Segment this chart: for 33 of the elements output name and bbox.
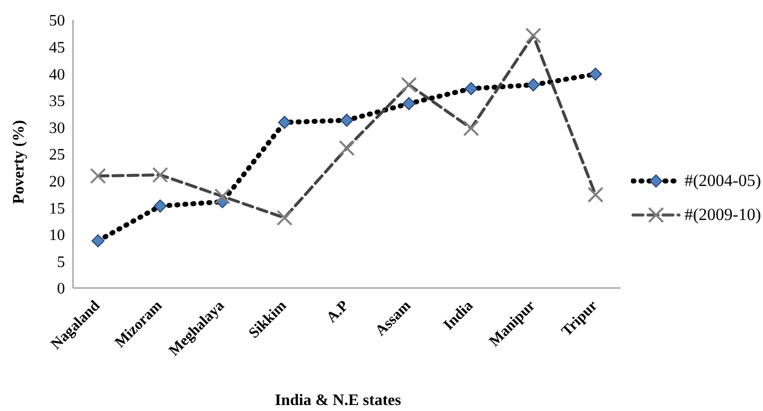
y-tick-label: 40 [49, 66, 65, 84]
point [92, 234, 104, 248]
y-tick-label: 50 [49, 12, 65, 30]
legend-label: #(2004-05) [684, 171, 761, 191]
y-tick-label: 35 [49, 93, 65, 110]
point [525, 28, 542, 44]
point [400, 76, 417, 93]
point [589, 68, 602, 81]
y-tick-label: 45 [49, 39, 65, 56]
x-axis-title: India & N.E states [274, 392, 402, 410]
point [278, 116, 292, 129]
point [276, 210, 293, 226]
legend-label: #(2009-10) [684, 205, 761, 225]
point [464, 82, 478, 96]
y-tick-label: 25 [49, 146, 65, 164]
x-tick-label: A.P [324, 298, 352, 326]
y-tick-label: 15 [49, 200, 65, 218]
y-tick-label: 5 [57, 254, 65, 271]
point [214, 188, 230, 204]
point [402, 97, 416, 110]
y-tick-label: 30 [49, 120, 65, 137]
point [90, 168, 106, 184]
point [154, 199, 167, 212]
point [463, 120, 480, 136]
point [152, 166, 168, 183]
point [340, 114, 354, 127]
point [588, 186, 604, 203]
point [526, 78, 540, 92]
y-tick-label: 0 [57, 280, 65, 298]
y-axis-title: Poverty (%) [10, 120, 28, 204]
y-tick-label: 10 [49, 227, 65, 244]
point [338, 140, 355, 156]
y-tick-label: 20 [49, 173, 65, 190]
